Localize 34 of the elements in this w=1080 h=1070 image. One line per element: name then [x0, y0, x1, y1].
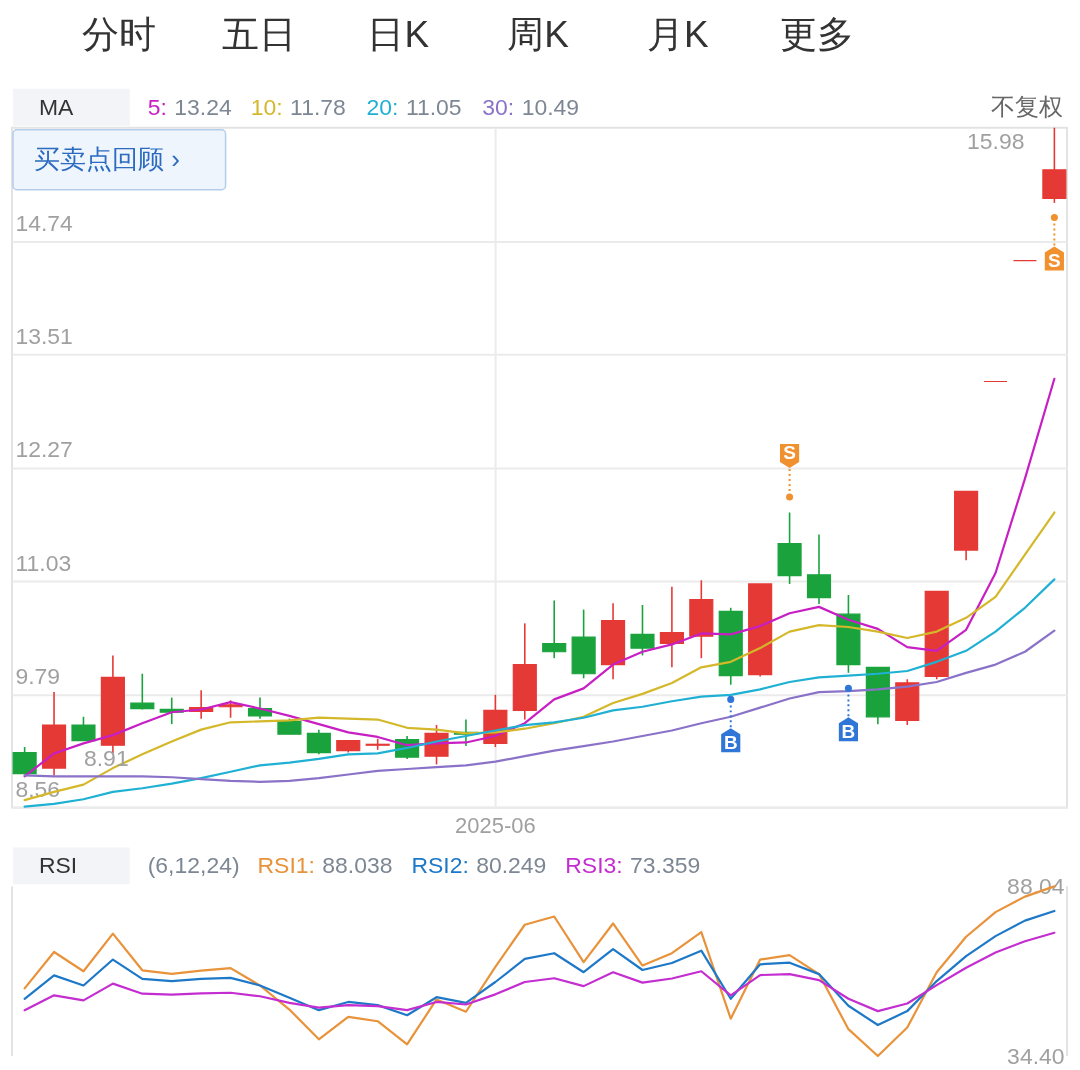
- annotation: S: [783, 442, 796, 464]
- text: 不复权: [991, 92, 1064, 120]
- text: 月K: [646, 13, 709, 55]
- annotation: 15.98: [967, 127, 1025, 154]
- annotation: 8.91: [83, 745, 129, 772]
- legend-title: MA: [38, 93, 75, 120]
- text: 分时: [81, 13, 156, 55]
- annotation: 买卖点回顾 ›: [33, 144, 180, 173]
- y-tick-label: 14.74: [15, 209, 74, 236]
- y-tick-label: 34.40: [1007, 1042, 1065, 1069]
- text: 10: 11.78: [250, 93, 346, 120]
- text: 5: 13.24: [147, 93, 232, 120]
- text: RSI3: 73.359: [565, 852, 701, 879]
- legend-title: RSI: [38, 852, 78, 879]
- text: 周K: [507, 13, 570, 55]
- annotation: S: [1048, 250, 1061, 272]
- annotation: B: [723, 732, 738, 754]
- text: 20: 11.05: [366, 93, 462, 120]
- text: RSI2: 80.249: [411, 852, 547, 879]
- y-tick-label: 11.03: [15, 549, 72, 576]
- line-series: [23, 909, 1056, 1027]
- text: 五日: [221, 13, 296, 55]
- text: (6,12,24): [147, 852, 240, 879]
- x-tick-label: 2025-06: [455, 812, 536, 838]
- text: RSI1: 88.038: [257, 852, 393, 879]
- y-tick-label: 12.27: [15, 436, 73, 463]
- text: 更多: [780, 13, 855, 55]
- y-tick-label: 88.04: [1007, 872, 1065, 899]
- y-tick-label: 13.51: [15, 322, 73, 349]
- y-tick-label: 9.79: [15, 663, 61, 690]
- text: 30: 10.49: [482, 93, 580, 120]
- line-series: [23, 931, 1056, 1013]
- annotation: B: [841, 721, 856, 743]
- text: 日K: [367, 13, 430, 55]
